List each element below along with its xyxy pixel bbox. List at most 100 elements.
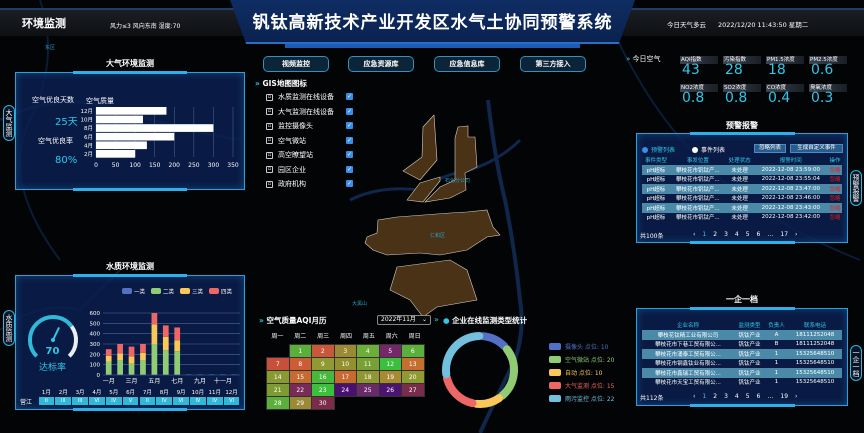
calendar-day[interactable]: 23 [311, 383, 335, 397]
ignore-action-link[interactable]: 忽略 [829, 215, 841, 222]
table-row[interactable]: pH超标 攀枝花市钒钛产... 未处理 2022-12-08 23:43:00 忽略 [642, 203, 842, 213]
layer-checkbox[interactable]: ✓ [346, 151, 353, 158]
page-button[interactable]: 6 [756, 231, 761, 238]
calendar-day[interactable]: 10 [333, 357, 357, 371]
page-button[interactable]: … [767, 231, 774, 238]
table-row[interactable]: 攀枝花市鑫瑞工贸有限公... 钒钛产业 1 15325648510 [642, 368, 842, 378]
calendar-day[interactable]: 24 [333, 383, 357, 397]
gis-layer-item[interactable]: ▫ 大气监测在线设备 [266, 107, 334, 117]
prev-page-button[interactable]: ‹ [693, 393, 696, 400]
stacked-bar-segment [105, 349, 112, 356]
calendar-day[interactable]: 1 [288, 344, 312, 358]
page-button[interactable]: 4 [734, 231, 739, 238]
third-party-button[interactable]: 第三方接入 [520, 56, 586, 72]
table-row[interactable]: 攀枝花市下巷工贸有限公... 钒钛产业 B 18111252048 [642, 340, 842, 350]
calendar-day[interactable]: 21 [266, 383, 290, 397]
gis-layer-item[interactable]: ▫ 空气微站 [266, 136, 306, 146]
calendar-day[interactable]: 6 [401, 344, 425, 358]
ignore-action-link[interactable]: 忽略 [829, 177, 841, 184]
page-button[interactable]: 3 [724, 393, 728, 400]
layer-checkbox[interactable]: ✓ [346, 93, 353, 100]
legend-swatch [549, 369, 561, 376]
calendar-day[interactable]: 4 [356, 344, 380, 358]
create-custom-event-button[interactable]: 生成自定义事件 [790, 144, 843, 153]
y-tick-label: 0 [97, 373, 101, 379]
table-row[interactable]: pH超标 攀枝花市钒钛产... 未处理 2022-12-08 23:55:04 忽略 [642, 175, 842, 185]
calendar-day[interactable]: 29 [288, 396, 312, 410]
table-row[interactable]: pH超标 攀枝花市钒钛产... 未处理 2022-12-08 23:46:00 忽略 [642, 194, 842, 204]
table-row[interactable]: 攀枝花市天宝工贸有限公... 钒钛产业 1 15325648510 [642, 378, 842, 388]
calendar-day[interactable]: 18 [356, 370, 380, 384]
page-button[interactable]: 17 [780, 231, 789, 238]
page-button[interactable]: 2 [713, 231, 718, 238]
table-row[interactable]: pH超标 攀枝花市钒钛产... 未处理 2022-12-08 23:42:00 忽略 [642, 213, 842, 223]
gis-layer-item[interactable]: ▫ 水质监测在线设备 [266, 92, 334, 102]
page-button[interactable]: 5 [745, 231, 750, 238]
next-page-button[interactable]: › [795, 231, 798, 238]
tab-enterprise[interactable]: 一企一档 [850, 345, 862, 381]
ignore-action-link[interactable]: 忽略 [827, 184, 842, 194]
gis-layer-item[interactable]: ▫ 园区企业 [266, 165, 306, 175]
calendar-day[interactable]: 9 [311, 357, 335, 371]
layer-checkbox[interactable]: ✓ [346, 122, 353, 129]
gis-layer-item[interactable]: ▫ 监控摄像头 [266, 121, 313, 131]
table-cell: 2022-12-08 23:47:00 [753, 184, 828, 194]
table-row[interactable]: 攀枝花市钢鑫钛业有限公... 钒钛产业 1 15325648510 [642, 359, 842, 369]
ignore-list-button[interactable]: 忽略列表 [754, 144, 786, 153]
calendar-day[interactable]: 8 [288, 357, 312, 371]
gis-layer-item[interactable]: ▫ 高空瞭望站 [266, 150, 313, 160]
radio-event-list[interactable]: 事件列表 [692, 145, 725, 154]
layer-checkbox[interactable]: ✓ [346, 136, 353, 144]
calendar-day[interactable]: 19 [378, 370, 402, 384]
emergency-info-button[interactable]: 应急信息库 [434, 56, 500, 72]
calendar-day[interactable]: 3 [333, 344, 357, 358]
ignore-action-link[interactable]: 忽略 [827, 203, 842, 213]
calendar-day[interactable]: 28 [266, 396, 290, 410]
calendar-day[interactable]: 20 [401, 370, 425, 384]
page-button[interactable]: 1 [702, 393, 707, 400]
table-cell: 2022-12-08 23:55:04 [761, 176, 820, 183]
layer-checkbox[interactable]: ✓ [346, 180, 353, 187]
calendar-day[interactable]: 14 [266, 370, 290, 384]
ignore-action-link[interactable]: 忽略 [829, 196, 841, 203]
calendar-day[interactable]: 26 [378, 383, 402, 397]
calendar-day[interactable]: 13 [401, 357, 425, 371]
tab-air-monitoring[interactable]: 大气监测 [3, 105, 15, 141]
prev-page-button[interactable]: ‹ [693, 231, 696, 238]
table-row[interactable]: 攀枝花市涌泰工贸有限公... 钒钛产业 1 15325648510 [642, 349, 842, 359]
calendar-day[interactable]: 11 [356, 357, 380, 371]
calendar-day[interactable]: 22 [288, 383, 312, 397]
ignore-action-link[interactable]: 忽略 [827, 165, 842, 175]
calendar-day[interactable]: 25 [356, 383, 380, 397]
gis-layer-item[interactable]: ▫ 政府机构 [266, 179, 306, 189]
page-button[interactable]: 2 [713, 393, 718, 400]
calendar-day[interactable]: 5 [378, 344, 402, 358]
layer-checkbox[interactable]: ✓ [346, 107, 353, 115]
page-button[interactable]: 6 [756, 393, 761, 400]
calendar-day[interactable]: 16 [311, 370, 335, 384]
calendar-day[interactable]: 7 [266, 357, 290, 371]
calendar-day[interactable]: 17 [333, 370, 357, 384]
table-row[interactable]: pH超标 攀枝花市钒钛产... 未处理 2022-12-08 23:47:00 忽略 [642, 184, 842, 194]
radio-alert-list[interactable]: 预警列表 [642, 145, 675, 154]
page-button[interactable]: 19 [780, 393, 789, 400]
page-button[interactable]: 5 [745, 393, 750, 400]
video-monitor-button[interactable]: 视频监控 [263, 56, 329, 72]
layer-checkbox[interactable]: ✓ [346, 165, 353, 173]
tab-water-monitoring[interactable]: 水质监测 [3, 310, 15, 346]
page-button[interactable]: 3 [724, 231, 728, 238]
calendar-day[interactable]: 2 [311, 344, 335, 358]
page-button[interactable]: 1 [702, 231, 707, 238]
next-page-button[interactable]: › [795, 393, 798, 400]
calendar-day[interactable]: 15 [288, 370, 312, 384]
month-select[interactable]: 2022年11月 ⌄ [377, 315, 431, 325]
emergency-resource-button[interactable]: 应急资源库 [348, 56, 414, 72]
calendar-day[interactable]: 30 [311, 396, 335, 410]
page-button[interactable]: … [767, 393, 774, 400]
tab-warning[interactable]: 预警报警 [850, 170, 862, 206]
page-button[interactable]: 4 [734, 393, 739, 400]
table-row[interactable]: 攀枝花钛精工业有限公司 钒钛产业 A 18111252048 [642, 330, 842, 340]
calendar-day[interactable]: 12 [378, 357, 402, 371]
calendar-day[interactable]: 27 [401, 383, 425, 397]
table-row[interactable]: pH超标 攀枝花市钒钛产... 未处理 2022-12-08 23:59:00 忽略 [642, 165, 842, 175]
